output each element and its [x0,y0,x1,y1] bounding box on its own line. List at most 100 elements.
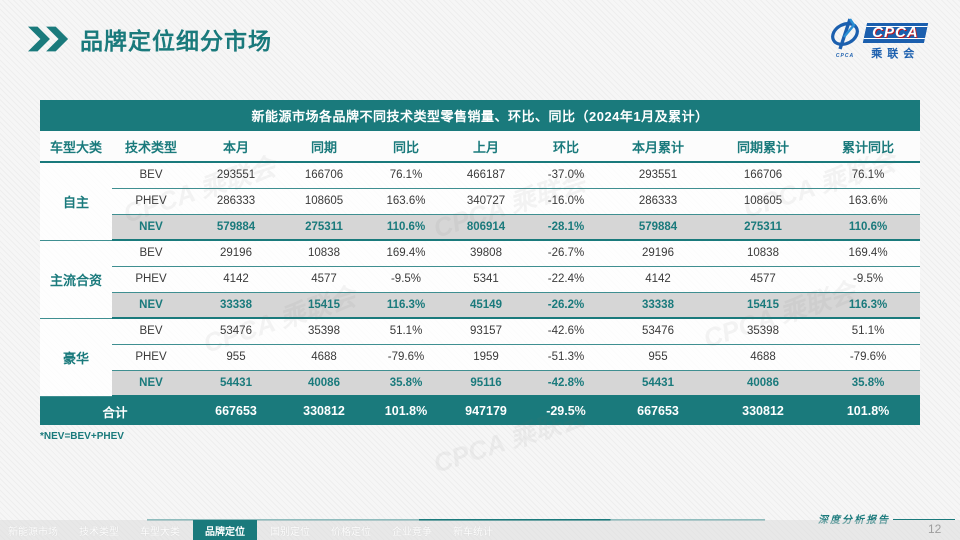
value-cell: -42.6% [526,318,606,345]
value-cell: 110.6% [816,214,921,241]
col-header: 同期累计 [710,131,816,163]
value-cell: 955 [190,344,282,371]
table-header-row: 车型大类 技术类型 本月 同期 同比 上月 环比 本月累计 同期累计 累计同比 [40,131,921,163]
category-cell: 豪华 [40,318,112,397]
value-cell: 293551 [606,162,710,189]
col-header: 累计同比 [816,131,921,163]
value-cell: 166706 [282,162,366,189]
value-cell: 93157 [446,318,526,345]
table-title: 新能源市场各品牌不同技术类型零售销量、环比、同比（2024年1月及累计） [40,100,921,131]
value-cell: 110.6% [366,214,446,241]
value-cell: 116.3% [366,292,446,319]
value-cell: 166706 [710,162,816,189]
table-row: PHEV 4142 4577 -9.5% 5341 -22.4% 4142 45… [40,266,921,293]
emblem-caption: CPCA [835,53,855,59]
value-cell: 116.3% [816,292,921,319]
value-cell: -26.2% [526,292,606,319]
value-cell: 95116 [446,370,526,397]
value-cell: 33338 [606,292,710,319]
col-header: 本月 [190,131,282,163]
col-header: 本月累计 [606,131,710,163]
col-header: 上月 [446,131,526,163]
cpca-emblem-icon [831,18,859,50]
double-chevron-icon [28,26,69,52]
value-cell: 51.1% [366,318,446,345]
value-cell: 4142 [606,266,710,293]
table-row: 主流合资 BEV 29196 10838 169.4% 39808 -26.7%… [40,240,921,319]
value-cell: 4577 [710,266,816,293]
value-cell: 293551 [190,162,282,189]
page-title: 品牌定位细分市场 [80,28,272,54]
value-cell: 10838 [710,240,816,267]
value-cell: 35398 [710,318,816,345]
value-cell: -9.5% [816,266,921,293]
type-cell: PHEV [112,344,190,371]
value-cell: 286333 [606,188,710,215]
cpca-emblem: CPCA [830,17,860,67]
footer-divider-line-right [893,519,955,520]
value-cell: 4688 [710,344,816,371]
nav-tab-brand-positioning[interactable]: 品牌定位 [193,520,257,540]
nev-sales-table: 新能源市场各品牌不同技术类型零售销量、环比、同比（2024年1月及累计） 车型大… [40,100,921,425]
nav-tab-country-positioning[interactable]: 国别定位 [270,526,310,538]
type-cell: PHEV [112,266,190,293]
value-cell: 955 [606,344,710,371]
value-cell: 35398 [282,318,366,345]
type-cell: BEV [112,318,190,345]
value-cell: 10838 [282,240,366,267]
value-cell: 4688 [282,344,366,371]
value-cell: 39808 [446,240,526,267]
bottom-nav: 新能源市场 技术类型 车型大类 品牌定位 国别定位 价格定位 企业竞争 新车统计 [0,520,960,540]
value-cell: 108605 [710,188,816,215]
nav-tab-enterprise-competition[interactable]: 企业竞争 [392,526,432,538]
value-cell: 33338 [190,292,282,319]
value-cell: -26.7% [526,240,606,267]
logo-text-block: CPCA 乘联会 [862,17,928,67]
col-header: 同期 [282,131,366,163]
category-cell: 主流合资 [40,240,112,319]
category-cell: 自主 [40,162,112,241]
total-value: 330812 [710,396,816,425]
value-cell: 579884 [606,214,710,241]
col-header: 同比 [366,131,446,163]
total-value: 667653 [606,396,710,425]
table-row: PHEV 955 4688 -79.6% 1959 -51.3% 955 468… [40,344,921,371]
value-cell: 40086 [282,370,366,397]
value-cell: 163.6% [366,188,446,215]
value-cell: 4142 [190,266,282,293]
col-header: 车型大类 [40,131,112,163]
nav-tab-price-positioning[interactable]: 价格定位 [331,526,371,538]
nav-tab-new-car-stats[interactable]: 新车统计 [453,526,493,538]
value-cell: 45149 [446,292,526,319]
table-row: PHEV 286333 108605 163.6% 340727 -16.0% … [40,188,921,215]
value-cell: 40086 [710,370,816,397]
value-cell: 5341 [446,266,526,293]
type-cell: PHEV [112,188,190,215]
value-cell: -16.0% [526,188,606,215]
value-cell: 169.4% [366,240,446,267]
value-cell: 54431 [190,370,282,397]
value-cell: -79.6% [366,344,446,371]
type-cell: BEV [112,240,190,267]
nav-tab-tech-type[interactable]: 技术类型 [79,526,119,538]
value-cell: 76.1% [366,162,446,189]
value-cell: 4577 [282,266,366,293]
nav-tab-new-energy-market[interactable]: 新能源市场 [8,526,58,538]
value-cell: 579884 [190,214,282,241]
logo-acronym: CPCA [872,24,919,41]
value-cell: 29196 [606,240,710,267]
page-number: 12 [928,522,942,536]
value-cell: 466187 [446,162,526,189]
col-header: 技术类型 [112,131,190,163]
total-value: 101.8% [816,396,921,425]
type-cell: NEV [112,214,190,241]
value-cell: -51.3% [526,344,606,371]
nav-tab-vehicle-class[interactable]: 车型大类 [140,526,180,538]
table-row: 自主 BEV 293551 166706 76.1% 466187 -37.0%… [40,162,921,241]
slide-header: 品牌定位细分市场 [28,22,272,56]
value-cell: 15415 [282,292,366,319]
value-cell: 340727 [446,188,526,215]
value-cell: -37.0% [526,162,606,189]
total-value: -29.5% [526,396,606,425]
